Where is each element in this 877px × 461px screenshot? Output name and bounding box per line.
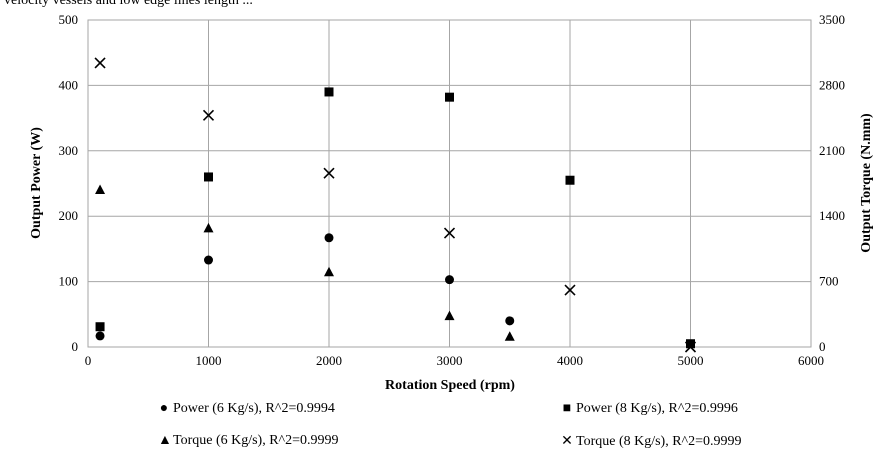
x-tick-label: 2000: [316, 353, 342, 368]
x-stroke: [202, 109, 215, 121]
right-y-tick-label: 700: [819, 274, 839, 289]
x-tick-label: 4000: [557, 353, 583, 368]
triangle-data-point: [444, 310, 455, 321]
cropped-caption-text: velocity vessels and low edge lines leng…: [4, 0, 253, 8]
triangle-data-point: [504, 331, 515, 341]
triangle-marker-icon: ▲: [158, 433, 172, 448]
triangle-data-point: [95, 184, 106, 195]
left-y-tick-label: 200: [59, 208, 79, 223]
x-stroke: [684, 341, 697, 353]
right-y-tick-label: 2800: [819, 77, 845, 92]
square-marker-icon: ■: [562, 401, 572, 416]
x-data-point: [564, 284, 576, 296]
legend-entry-torque-8: ✕ Torque (8 Kg/s), R^2=0.9999: [561, 433, 742, 450]
right-y-tick-label: 3500: [819, 12, 845, 27]
square-data-point: [204, 172, 213, 182]
grid: [87, 19, 812, 348]
x-data-point: [323, 167, 335, 179]
circle-data-point: [505, 316, 515, 326]
circle-data-point: [95, 331, 105, 341]
circle-data-point: [445, 275, 454, 285]
left-y-tick-label: 500: [59, 12, 79, 27]
x-tick-label: 6000: [798, 353, 824, 368]
right-y-tick-label: 2100: [819, 143, 845, 158]
legend-label: Torque (8 Kg/s), R^2=0.9999: [576, 434, 742, 449]
x-axis-title: Rotation Speed (rpm): [385, 378, 515, 393]
left-y-tick-label: 100: [59, 274, 79, 289]
x-tick-label: 0: [85, 353, 92, 368]
square-data-point: [445, 92, 454, 102]
x-stroke: [94, 57, 106, 69]
x-tick-label: 3000: [437, 353, 463, 368]
x-marker-icon: ✕: [561, 434, 573, 449]
right-y-axis-title: Output Torque (N.mm): [859, 113, 874, 253]
x-data-point: [202, 109, 215, 121]
triangle-data-point: [203, 222, 214, 233]
x-tick-label: 5000: [678, 353, 704, 368]
x-stroke: [564, 284, 576, 296]
x-stroke: [323, 167, 335, 179]
legend-entry-power-8: ■ Power (8 Kg/s), R^2=0.9996: [561, 401, 738, 417]
circle-data-point: [324, 233, 334, 243]
x-data-point: [94, 57, 106, 69]
left-y-tick-label: 400: [59, 77, 79, 92]
square-data-point: [324, 87, 334, 97]
legend-entry-power-6: ● Power (6 Kg/s), R^2=0.9994: [158, 401, 335, 417]
triangle-data-point: [324, 266, 334, 277]
right-y-axis-ticks: 0 700 1400 2100 2800 3500: [819, 12, 845, 354]
square-data-point: [95, 322, 105, 332]
legend-entry-torque-6: ▲Torque (6 Kg/s), R^2=0.9999: [158, 433, 339, 449]
left-y-axis-ticks: 0 100 200 300 400 500: [59, 12, 79, 354]
circle-data-point: [204, 255, 213, 265]
right-y-tick-label: 1400: [819, 208, 845, 223]
left-y-tick-label: 300: [59, 143, 79, 158]
x-tick-label: 1000: [196, 353, 222, 368]
x-data-point: [443, 227, 456, 239]
data-markers: [94, 57, 697, 353]
legend-label: Torque (6 Kg/s), R^2=0.9999: [173, 433, 339, 448]
square-data-point: [686, 339, 695, 349]
square-data-point: [565, 175, 575, 185]
x-axis-ticks: 0 1000 2000 3000 4000 5000 6000: [85, 353, 824, 368]
x-data-point: [684, 341, 697, 353]
right-y-tick-label: 0: [819, 339, 826, 354]
legend-label: Power (8 Kg/s), R^2=0.9996: [576, 401, 738, 416]
dual-axis-chart: 0 1000 2000 3000 4000 5000 6000 01002003004005…: [0, 0, 874, 393]
legend-label: Power (6 Kg/s), R^2=0.9994: [173, 401, 335, 416]
left-y-axis-title: Output Power (W): [29, 127, 44, 239]
left-y-tick-label: 0: [72, 339, 79, 354]
x-stroke: [443, 227, 456, 239]
circle-marker-icon: ●: [159, 401, 169, 416]
plot-border: [87, 19, 812, 348]
